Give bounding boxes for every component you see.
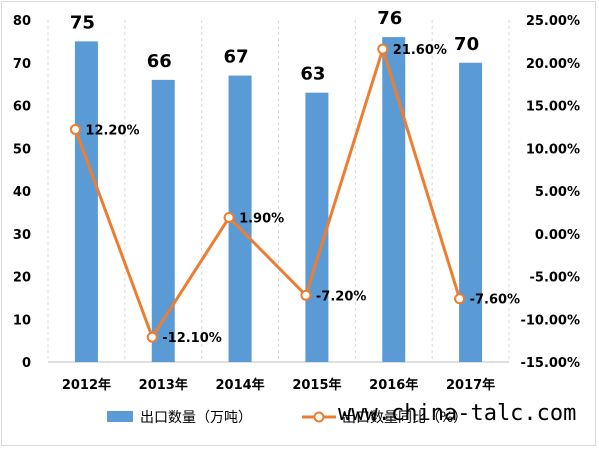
y-right-tick-label: 15.00% [526,100,580,115]
x-tick-label: 2012年 [62,377,111,393]
bar [151,79,175,362]
legend-line-marker [313,411,325,423]
legend-bar-label: 出口数量（万吨） [140,410,252,426]
y-left-tick-label: 20 [13,271,31,286]
line-series [74,44,462,341]
bar [382,37,406,362]
y-right-tick-label: 10.00% [526,142,580,157]
bar-value-label: 75 [70,12,95,33]
line-value-label: 21.60% [393,43,447,58]
legend-bar-swatch [107,411,133,422]
bar-value-label: 66 [147,51,172,72]
line-value-label: 12.20% [85,123,139,138]
bar-value-label: 67 [224,47,249,68]
y-right-tick-label: -15.00% [520,356,580,371]
y-left-tick-label: 60 [13,100,31,115]
y-right-tick-label: 25.00% [526,14,580,29]
y-right-tick-label: 5.00% [535,185,580,200]
x-tick-label: 2013年 [139,377,188,393]
y-left-tick-label: 80 [13,14,31,29]
line-point [300,289,312,301]
x-tick-label: 2014年 [215,377,264,393]
bar [459,62,483,362]
legend-line-label: 出口数量同比（%） [342,410,467,426]
line-point [377,43,389,55]
y-right-tick-label: -5.00% [530,271,581,286]
line-point [454,293,466,305]
bar-value-label: 63 [300,64,325,85]
line-value-label: -7.60% [470,293,521,308]
line-value-label: -7.20% [316,289,367,304]
x-tick-label: 2015年 [292,377,341,393]
line-value-label: -12.10% [162,331,222,346]
bar [228,75,252,362]
line-point [69,123,81,135]
bar-value-label: 70 [454,34,479,55]
y-right-tick-label: 20.00% [526,57,580,72]
line-point [223,212,235,224]
bar-value-label: 76 [377,8,402,29]
y-left-tick-label: 50 [13,142,31,157]
bar [74,41,98,362]
y-left-tick-label: 10 [13,313,31,328]
line-value-label: 1.90% [239,212,284,227]
y-left-tick-label: 70 [13,57,31,72]
y-left-tick-label: 40 [13,185,31,200]
y-left-tick-label: 0 [22,356,31,371]
y-left-tick-label: 30 [13,228,31,243]
watermark-text: www.china-talc.com [338,401,577,426]
y-right-tick-label: -10.00% [520,313,580,328]
x-tick-label: 2017年 [446,377,495,393]
line-point [146,331,158,343]
x-tick-label: 2016年 [369,377,418,393]
bar [305,92,329,363]
y-right-tick-label: 0.00% [535,228,580,243]
